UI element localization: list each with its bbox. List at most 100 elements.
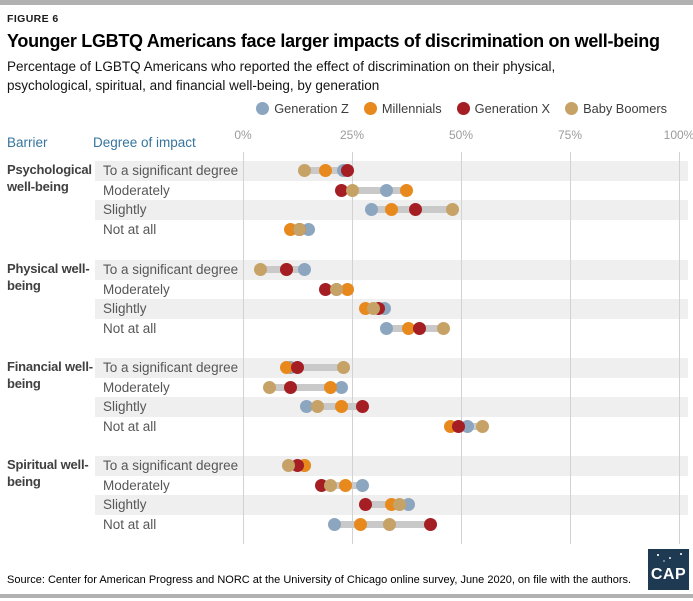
dot-generation-x	[280, 263, 294, 277]
dot-millennials	[334, 400, 348, 414]
bottom-border-bar	[0, 594, 693, 598]
legend-label: Millennials	[381, 101, 442, 116]
dot-generation-x	[291, 361, 304, 375]
dot-generation-x	[452, 419, 466, 433]
dot-generation-z	[297, 263, 311, 277]
row-label-not-at-all: Not at all	[103, 418, 157, 434]
legend-dot-baby-boomers-icon	[565, 102, 579, 115]
row-label-not-at-all: Not at all	[103, 221, 157, 237]
row-stripe	[95, 397, 688, 417]
row-label-slightly: Slightly	[103, 301, 147, 316]
dot-millennials	[384, 203, 398, 217]
legend: Generation Z Millennials Generation X Baby …	[256, 101, 667, 116]
dot-baby-boomers	[282, 459, 296, 473]
cap-logo: CAP	[648, 549, 689, 590]
dot-generation-x	[341, 164, 355, 178]
header: FIGURE 6 Younger LGBTQ Americans face la…	[7, 13, 687, 95]
gridline-50%	[461, 152, 462, 544]
range-connector	[286, 364, 344, 372]
legend-item-generation-z: Generation Z	[256, 101, 349, 116]
section-label-spiritual-well-being: Spiritual well-being	[7, 457, 89, 489]
dot-millennials	[400, 183, 413, 197]
row-label-slightly: Slightly	[103, 202, 147, 217]
cap-logo-text: CAP	[650, 566, 687, 583]
x-tick-label: 25%	[339, 128, 365, 142]
row-label-to-a-significant-degree: To a significant degree	[103, 262, 239, 277]
impact-column-header: Degree of impact	[93, 135, 196, 150]
top-border-bar	[0, 0, 693, 5]
row-label-slightly: Slightly	[103, 497, 147, 512]
section-label-physical-well-being: Physical well-being	[7, 261, 90, 293]
dot-baby-boomers	[382, 517, 396, 531]
dot-millennials	[323, 380, 337, 394]
legend-label: Generation X	[474, 101, 551, 116]
section-label-psychological-well-being: Psychological well-being	[7, 162, 92, 194]
row-stripe	[95, 299, 688, 319]
dot-generation-z	[328, 517, 342, 531]
dot-baby-boomers	[262, 380, 276, 394]
legend-dot-generation-z-icon	[256, 102, 270, 115]
x-tick-label: 50%	[448, 128, 474, 142]
row-label-not-at-all: Not at all	[103, 516, 157, 532]
dot-generation-z	[334, 380, 348, 394]
gridline-100%	[679, 152, 680, 544]
legend-item-millennials: Millennials	[363, 101, 442, 116]
dot-generation-x	[319, 282, 333, 296]
dot-generation-x	[408, 203, 422, 217]
dot-generation-x	[334, 183, 348, 197]
row-label-slightly: Slightly	[103, 399, 147, 414]
dot-generation-x	[413, 321, 427, 335]
dot-baby-boomers	[345, 183, 359, 197]
row-label-not-at-all: Not at all	[103, 320, 157, 336]
row-label-to-a-significant-degree: To a significant degree	[103, 360, 239, 375]
dot-baby-boomers	[323, 478, 337, 492]
legend-dot-millennials-icon	[363, 102, 377, 115]
dot-baby-boomers	[336, 361, 350, 375]
dot-millennials	[402, 321, 416, 335]
figure-label: FIGURE 6	[7, 13, 59, 25]
legend-label: Generation Z	[274, 101, 349, 116]
dot-generation-z	[380, 183, 394, 197]
dot-baby-boomers	[367, 302, 381, 316]
range-connector	[306, 403, 363, 411]
row-label-moderately: Moderately	[103, 182, 170, 198]
legend-dot-generation-x-icon	[456, 102, 470, 115]
dot-baby-boomers	[437, 321, 451, 335]
legend-item-baby-boomers: Baby Boomers	[565, 101, 667, 116]
dot-generation-z	[356, 478, 370, 492]
dot-millennials	[341, 282, 355, 296]
x-tick-label: 0%	[234, 128, 252, 142]
dot-generation-z	[380, 321, 394, 335]
gridline-25%	[352, 152, 353, 544]
dot-millennials	[354, 517, 368, 531]
dot-baby-boomers	[330, 282, 344, 296]
barrier-column-header: Barrier	[7, 135, 48, 150]
x-tick-label: 100%	[663, 128, 693, 142]
dot-baby-boomers	[393, 498, 407, 512]
dot-baby-boomers	[253, 263, 267, 277]
row-label-moderately: Moderately	[103, 379, 170, 395]
chart-area: Barrier Degree of impact 0% 25% 50% 75% 100%…	[0, 126, 693, 550]
dot-generation-x	[423, 517, 437, 531]
legend-label: Baby Boomers	[583, 101, 667, 116]
gridline-0%	[243, 152, 244, 544]
dot-generation-x	[356, 400, 370, 414]
dot-generation-x	[358, 498, 372, 512]
gridline-75%	[570, 152, 571, 544]
x-tick-label: 75%	[557, 128, 583, 142]
source-note: Source: Center for American Progress and…	[7, 574, 632, 586]
row-label-to-a-significant-degree: To a significant degree	[103, 163, 239, 178]
chart-title: Younger LGBTQ Americans face larger impa…	[7, 31, 660, 51]
dot-millennials	[319, 164, 333, 178]
dot-baby-boomers	[293, 222, 307, 236]
range-connector	[269, 383, 342, 391]
range-connector	[341, 186, 407, 194]
dot-generation-x	[284, 380, 298, 394]
dot-millennials	[280, 361, 294, 375]
row-label-moderately: Moderately	[103, 281, 170, 297]
dot-baby-boomers	[445, 203, 459, 217]
dot-generation-z	[299, 400, 313, 414]
dot-baby-boomers	[297, 164, 311, 178]
row-label-moderately: Moderately	[103, 477, 170, 493]
row-label-to-a-significant-degree: To a significant degree	[103, 458, 239, 473]
